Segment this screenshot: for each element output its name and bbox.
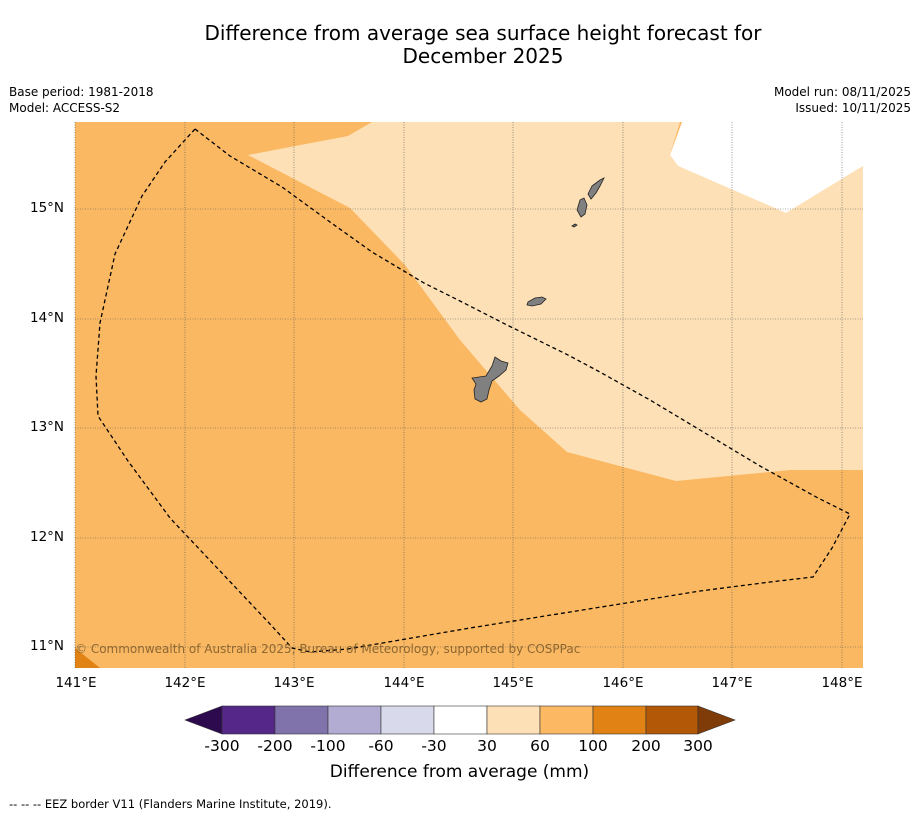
islands <box>471 177 605 403</box>
lat-label: 14°N <box>30 310 65 326</box>
title-line-1: Difference from average sea surface heig… <box>204 21 762 45</box>
chart-title: Difference from average sea surface heig… <box>0 22 919 68</box>
colorbar-extend-high <box>697 705 736 735</box>
colorbar-bin <box>645 705 699 735</box>
colorbar-tick: 300 <box>683 737 713 755</box>
model-run: Model run: 08/11/2025 <box>773 85 911 99</box>
model-name: Model: ACCESS-S2 <box>9 101 121 115</box>
lon-label: 147°E <box>711 675 753 691</box>
colorbar-bin <box>327 705 382 735</box>
colorbar-bin <box>539 705 594 735</box>
lat-label: 11°N <box>30 638 65 654</box>
lon-label: 143°E <box>273 675 315 691</box>
lat-label: 15°N <box>30 200 65 216</box>
lat-label: 13°N <box>30 419 65 435</box>
lon-label: 141°E <box>55 675 97 691</box>
rota-island <box>526 296 547 307</box>
copyright-notice: © Commonwealth of Australia 2025, Bureau… <box>75 642 581 656</box>
colorbar-extend-low <box>184 705 223 735</box>
colorbar-bin <box>433 705 488 735</box>
tinian-island <box>576 197 588 218</box>
guam-island <box>471 356 509 403</box>
title-line-2: December 2025 <box>402 44 564 68</box>
colorbar <box>184 705 736 735</box>
lon-label: 144°E <box>383 675 425 691</box>
lon-label: 145°E <box>492 675 534 691</box>
eez-legend-note: -- -- -- EEZ border V11 (Flanders Marine… <box>9 797 332 811</box>
base-period: Base period: 1981-2018 <box>9 85 154 99</box>
lon-label: 142°E <box>164 675 206 691</box>
colorbar-bin <box>274 705 329 735</box>
colorbar-label: Difference from average (mm) <box>329 762 590 782</box>
colorbar-bin <box>592 705 647 735</box>
lat-label: 12°N <box>30 529 65 545</box>
colorbar-tick: -200 <box>257 737 293 755</box>
anomaly-zone-100-200 <box>75 648 100 668</box>
meta-left: Base period: 1981-2018 Model: ACCESS-S2 <box>9 84 154 116</box>
meta-right: Model run: 08/11/2025 Issued: 10/11/2025 <box>774 84 911 116</box>
anomaly-zone-below-30 <box>670 122 863 213</box>
colorbar-bin <box>221 705 276 735</box>
colorbar-tick: -60 <box>368 737 394 755</box>
colorbar-bin <box>486 705 541 735</box>
colorbar-tick: 60 <box>530 737 550 755</box>
eez-border <box>95 128 851 653</box>
lon-label: 146°E <box>602 675 644 691</box>
colorbar-tick: -100 <box>310 737 346 755</box>
aguijan-islet <box>571 223 578 228</box>
map-area <box>74 122 863 668</box>
saipan-island <box>587 177 605 200</box>
gridlines <box>74 122 863 668</box>
colorbar-tick: -30 <box>421 737 447 755</box>
colorbar-tick: 100 <box>578 737 608 755</box>
lon-label: 148°E <box>821 675 863 691</box>
colorbar-tick: -300 <box>204 737 240 755</box>
colorbar-tick: 30 <box>477 737 497 755</box>
colorbar-bin <box>380 705 435 735</box>
colorbar-tick: 200 <box>631 737 661 755</box>
anomaly-zone-30-60 <box>248 122 863 481</box>
issued-date: Issued: 10/11/2025 <box>795 101 911 115</box>
